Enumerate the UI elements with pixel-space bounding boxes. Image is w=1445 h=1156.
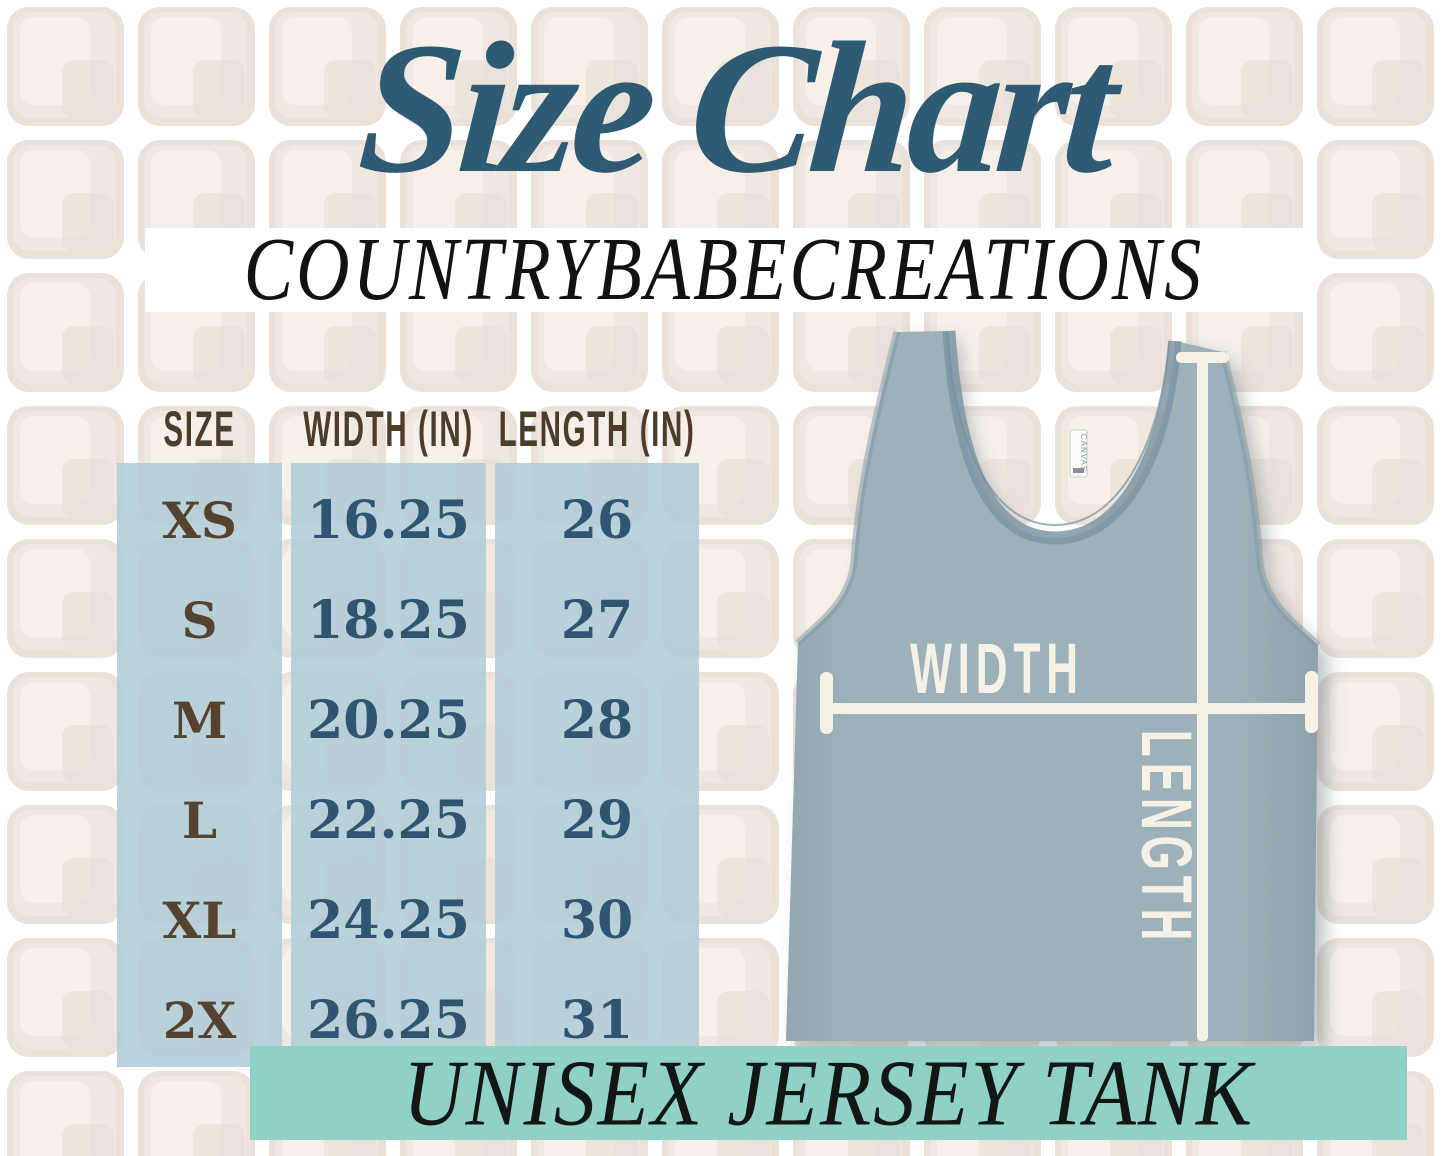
length-cell: 26 — [560, 489, 634, 551]
length-cell: 31 — [560, 989, 634, 1051]
size-cell: S — [181, 590, 218, 650]
product-banner: UNISEX JERSEY TANK — [250, 1041, 1407, 1145]
measurement-overlay: WIDTH LENGTH — [820, 352, 1318, 1041]
column-header-width: WIDTH (IN) — [303, 401, 474, 457]
length-label: LENGTH — [1126, 730, 1206, 946]
table-column-bg-size — [117, 463, 282, 1067]
column-header-length: LENGTH (IN) — [498, 401, 696, 457]
width-cell: 24.25 — [307, 889, 470, 951]
width-cell: 16.25 — [307, 489, 470, 551]
column-header-size: SIZE — [163, 401, 236, 457]
table-column-bg-length — [495, 463, 699, 1067]
fabric-shading — [786, 331, 1318, 1041]
table-column-bg-width — [291, 463, 486, 1067]
size-cell: M — [171, 690, 228, 750]
size-cell: XL — [162, 890, 237, 950]
length-line-top-cap — [1176, 352, 1229, 363]
left-armhole-binding — [795, 331, 901, 646]
width-cell: 26.25 — [307, 989, 470, 1051]
width-label: WIDTH — [910, 628, 1084, 708]
length-cell: 30 — [560, 889, 634, 951]
tag-text: CANVAS — [1079, 434, 1088, 472]
width-cell: 22.25 — [307, 789, 470, 851]
width-line-left-cap — [820, 672, 833, 734]
length-cell: 28 — [560, 689, 634, 751]
size-cell: XS — [162, 490, 237, 550]
length-measure-line — [1197, 358, 1208, 1041]
size-cell: L — [181, 790, 218, 850]
product-name: UNISEX JERSEY TANK — [402, 1040, 1255, 1146]
width-cell: 18.25 — [307, 589, 470, 651]
size-table-rows: XS 16.25 26 S 18.25 27 M 20.25 28 L 22.25 29 XL 24.25… — [117, 470, 699, 1070]
length-cell: 29 — [560, 789, 634, 851]
length-cell: 27 — [560, 589, 634, 651]
tank-top-diagram: CANVAS WIDTH LENGTH — [786, 330, 1321, 1041]
width-cell: 20.25 — [307, 689, 470, 751]
right-armhole-binding — [1219, 351, 1321, 648]
brand-banner: COUNTRYBABECREATIONS — [145, 219, 1303, 319]
brand-name: COUNTRYBABECREATIONS — [243, 219, 1205, 320]
neckline-seam — [946, 332, 1170, 527]
brand-tag: CANVAS — [1069, 429, 1088, 478]
page-title: Size Chart — [353, 3, 1118, 212]
width-measure-line — [826, 703, 1312, 714]
width-line-right-cap — [1305, 671, 1318, 733]
size-cell: 2X — [162, 990, 237, 1050]
